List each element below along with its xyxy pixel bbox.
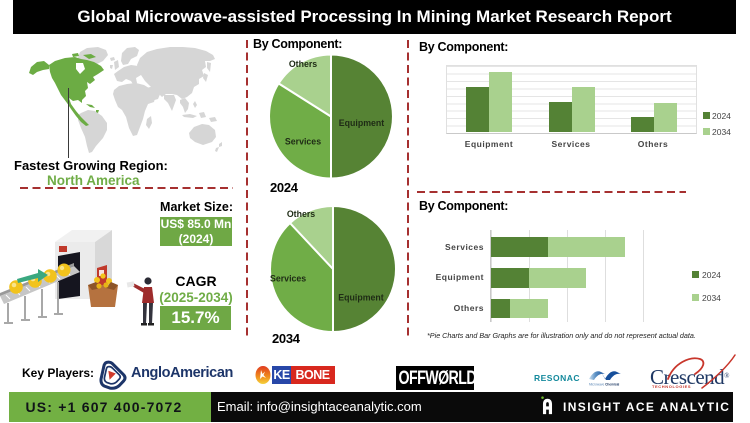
- svg-text:Others: Others: [289, 59, 317, 69]
- svg-text:Services: Services: [285, 137, 321, 147]
- svg-text:Equipment: Equipment: [338, 293, 384, 303]
- svg-text:Services: Services: [270, 274, 306, 284]
- svg-text:Others: Others: [287, 209, 315, 219]
- svg-text:Equipment: Equipment: [339, 118, 385, 128]
- svg-text:Microwave Chemical: Microwave Chemical: [589, 383, 619, 387]
